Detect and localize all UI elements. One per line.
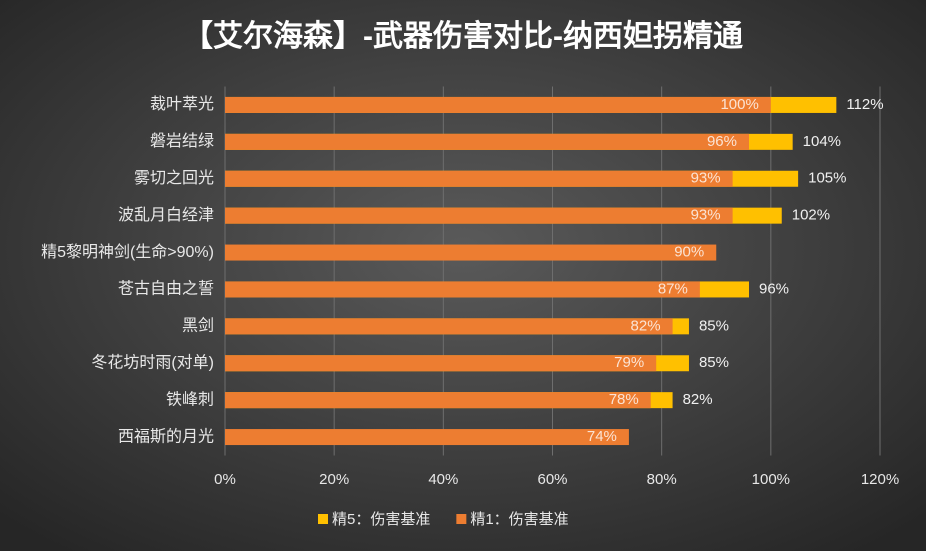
y-tick-label: 磐岩结绿 [150,132,214,150]
value-label: 100% [720,96,758,113]
x-tick-label: 100% [752,471,790,488]
bar [225,355,657,372]
x-tick-label: 80% [647,471,677,488]
value-label: 87% [658,280,688,297]
y-tick-label: 波乱月白经津 [118,206,214,224]
value-label: 105% [808,170,846,187]
bar [225,392,651,409]
legend-swatch [456,514,467,524]
value-label: 85% [699,317,729,334]
y-tick-label: 黑剑 [182,317,214,335]
value-label: 102% [792,207,830,224]
bar [225,170,733,187]
value-label: 82% [631,317,661,334]
legend-swatch [318,514,328,524]
y-tick-label: 裁叶萃光 [150,95,214,113]
bar [225,207,733,224]
x-tick-label: 120% [861,471,899,488]
value-label: 93% [691,207,721,224]
value-label: 74% [587,428,617,445]
y-tick-label: 精5黎明神剑(生命>90%) [41,243,214,261]
y-tick-label: 冬花坊时雨(对单) [91,353,214,371]
bar [225,281,700,298]
y-tick-label: 雾切之回光 [134,169,214,187]
value-label: 96% [707,133,737,150]
bar [225,318,673,335]
x-tick-label: 40% [428,471,458,488]
value-label: 79% [614,354,644,371]
legend-label: 精5：伤害基准 [332,511,430,528]
bar [225,244,717,261]
y-tick-label: 苍古自由之誓 [118,280,214,298]
value-label: 78% [609,391,639,408]
y-tick-label: 西福斯的月光 [118,427,214,445]
value-label: 93% [691,170,721,187]
x-tick-label: 20% [319,471,349,488]
value-label: 104% [803,133,841,150]
x-tick-label: 0% [214,471,236,488]
x-tick-label: 60% [537,471,567,488]
value-label: 90% [674,244,704,261]
y-tick-label: 铁峰刺 [166,390,214,408]
legend-label: 精1：伤害基准 [470,511,568,528]
bar [225,96,771,113]
value-label: 85% [699,354,729,371]
value-label: 96% [759,280,789,297]
bar [225,133,749,150]
bar [225,429,629,446]
chart-title: 【艾尔海森】-武器伤害对比-纳西妲拐精通 [183,20,743,53]
value-label: 112% [846,96,883,113]
value-label: 82% [683,391,713,408]
